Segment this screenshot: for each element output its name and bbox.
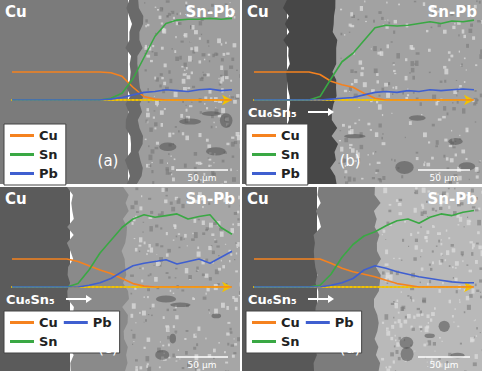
svg-text:Cu: Cu: [5, 190, 27, 208]
svg-text:Cu₆Sn₅: Cu₆Sn₅: [248, 105, 297, 120]
svg-text:Pb: Pb: [93, 315, 112, 330]
svg-text:Sn: Sn: [281, 147, 300, 162]
svg-text:(d): (d): [339, 339, 360, 357]
svg-text:Pb: Pb: [281, 166, 300, 181]
svg-text:Cu: Cu: [39, 128, 58, 143]
svg-text:Cu: Cu: [5, 3, 27, 21]
svg-text:Cu: Cu: [247, 190, 269, 208]
svg-text:Sn: Sn: [39, 147, 58, 162]
svg-text:Sn-Pb: Sn-Pb: [428, 3, 478, 21]
svg-text:50 μm: 50 μm: [188, 360, 217, 370]
svg-text:50 μm: 50 μm: [430, 360, 459, 370]
svg-text:Sn-Pb: Sn-Pb: [186, 190, 236, 208]
svg-text:Cu: Cu: [247, 3, 269, 21]
svg-text:50 μm: 50 μm: [430, 173, 459, 183]
svg-text:Sn-Pb: Sn-Pb: [186, 3, 236, 21]
svg-text:Sn: Sn: [39, 334, 58, 349]
svg-text:Cu: Cu: [281, 128, 300, 143]
svg-text:Cu₆Sn₅: Cu₆Sn₅: [248, 292, 297, 307]
svg-text:Cu₆Sn₅: Cu₆Sn₅: [6, 292, 55, 307]
svg-text:50 μm: 50 μm: [188, 173, 217, 183]
svg-text:Pb: Pb: [335, 315, 354, 330]
svg-text:Cu: Cu: [281, 315, 300, 330]
svg-text:Pb: Pb: [39, 166, 58, 181]
svg-text:Cu: Cu: [39, 315, 58, 330]
svg-text:(a): (a): [98, 152, 119, 170]
svg-text:Sn: Sn: [281, 334, 300, 349]
svg-text:(b): (b): [339, 152, 360, 170]
svg-text:Sn-Pb: Sn-Pb: [428, 190, 478, 208]
svg-text:(c): (c): [98, 339, 118, 357]
